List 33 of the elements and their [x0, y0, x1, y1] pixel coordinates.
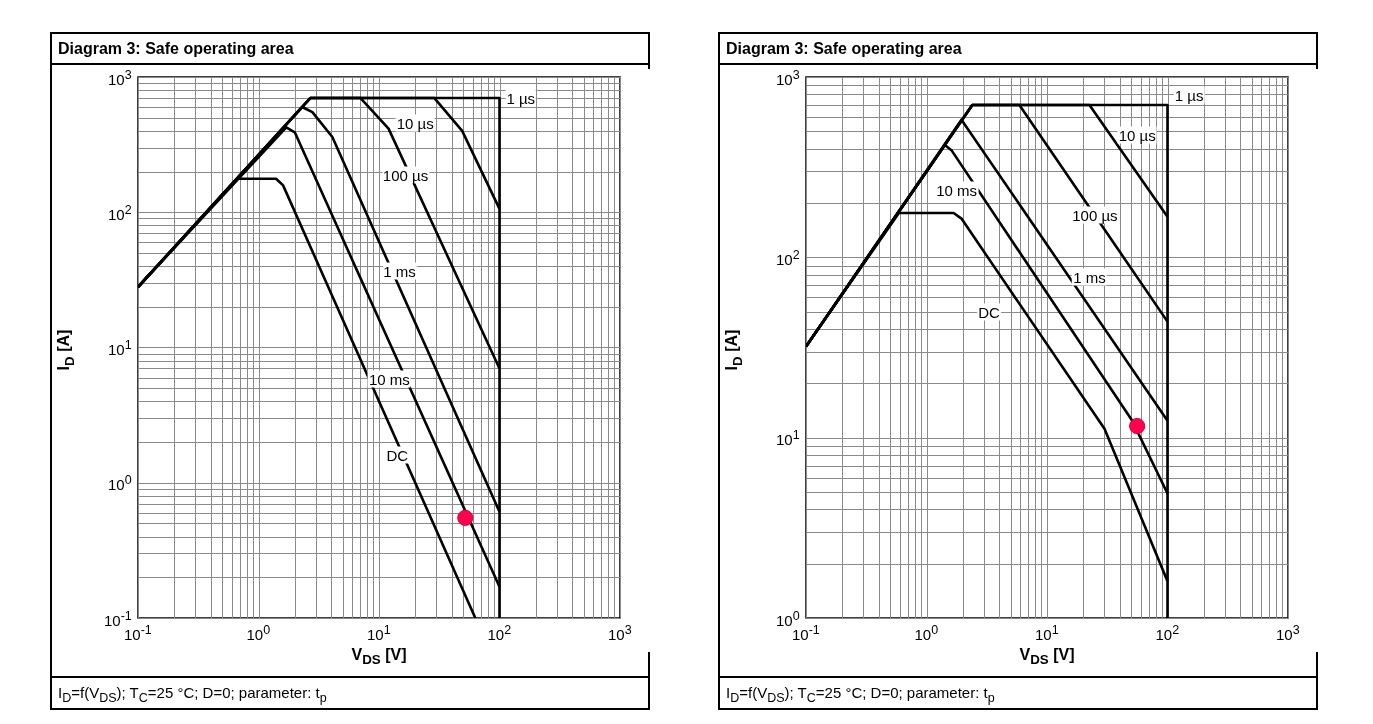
annotation: 10 µs — [395, 114, 435, 132]
annotation: 10 µs — [1117, 126, 1157, 144]
annotation: DC — [977, 303, 1001, 321]
x-axis-title: V$_{DS}$ [V] — [1019, 646, 1075, 668]
annotation: DC — [385, 446, 410, 464]
annotation: 10 ms — [367, 370, 411, 388]
chart-title: Diagram 3: Safe operating area — [720, 34, 1316, 65]
annotation: 1 ms — [382, 262, 417, 280]
y-tick-label: 10$^{2}$ — [108, 201, 132, 223]
x-tick-label: 10$^{0}$ — [914, 622, 939, 643]
x-tick-label: 10$^{0}$ — [246, 622, 271, 643]
annotation: 1 µs — [1173, 86, 1205, 104]
y-tick-label: 10$^{3}$ — [776, 66, 800, 88]
x-tick-label: 10$^{2}$ — [1155, 622, 1180, 643]
x-tick-label: 10$^{1}$ — [1035, 622, 1059, 643]
annotation: 1 ms — [1072, 268, 1107, 286]
y-tick-label: 10$^{3}$ — [108, 66, 132, 88]
y-tick-label: 10$^{1}$ — [776, 427, 800, 449]
text: I$_{D}$=f(V$_{DS}$); T$_{C}$=25 °C; D=0; parameter: t$_{p}$ — [52, 676, 648, 708]
x-tick-label: 10$^{2}$ — [487, 622, 512, 643]
x-tick-label: 10$^{3}$ — [1276, 622, 1300, 643]
x-axis-title: V$_{DS}$ [V] — [351, 646, 407, 668]
y-tick-label: 10$^{2}$ — [776, 246, 800, 268]
annotation: 1 µs — [505, 89, 537, 107]
text: I$_{D}$=f(V$_{DS}$); T$_{C}$=25 °C; D=0; parameter: t$_{p}$ — [720, 676, 1316, 708]
x-tick-label: 10$^{1}$ — [367, 622, 391, 643]
y-tick-label: 10$^{1}$ — [108, 337, 132, 358]
annotation: 100 µs — [381, 166, 430, 184]
x-tick-label: 10$^{3}$ — [608, 622, 632, 643]
y-tick-label: 10$^{0}$ — [108, 472, 132, 494]
chart-title: Diagram 3: Safe operating area — [52, 34, 648, 65]
annotation: 10 ms — [935, 181, 979, 199]
annotation: 100 µs — [1071, 206, 1119, 224]
